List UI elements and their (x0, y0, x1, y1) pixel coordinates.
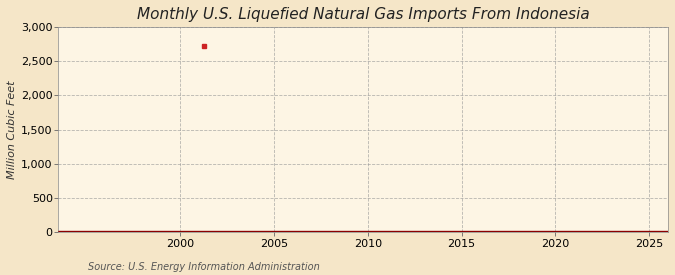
Text: Source: U.S. Energy Information Administration: Source: U.S. Energy Information Administ… (88, 262, 319, 272)
Title: Monthly U.S. Liquefied Natural Gas Imports From Indonesia: Monthly U.S. Liquefied Natural Gas Impor… (137, 7, 589, 22)
Y-axis label: Million Cubic Feet: Million Cubic Feet (7, 80, 17, 179)
